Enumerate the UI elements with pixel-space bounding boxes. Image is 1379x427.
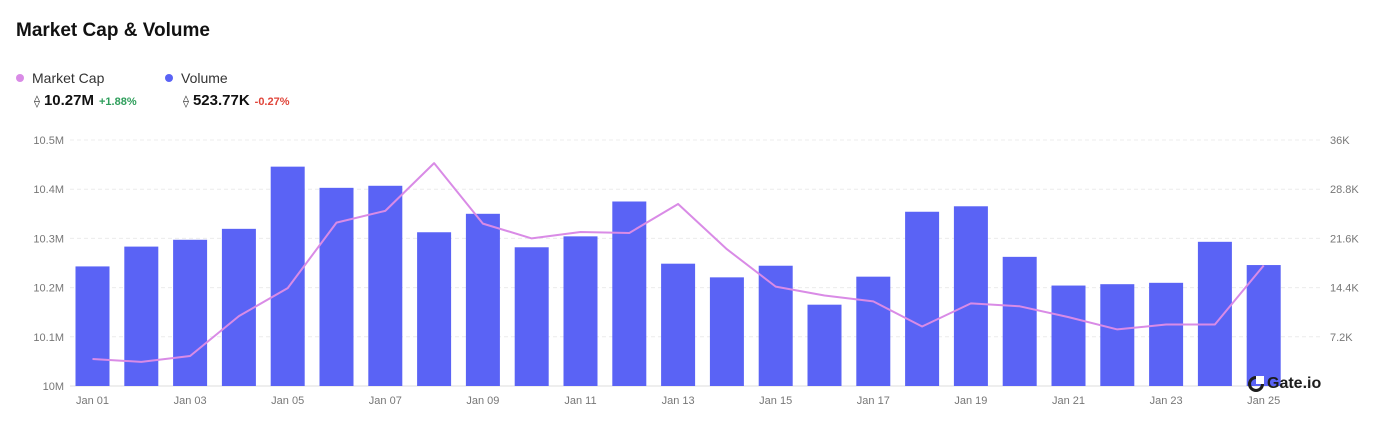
volume-dot-icon: [165, 74, 173, 82]
volume-label: Volume: [181, 70, 228, 86]
volume-bar: [612, 201, 647, 386]
y-left-tick-label: 10M: [43, 381, 64, 393]
x-tick-label: Jan 13: [662, 395, 695, 407]
gate-logo-icon: [1248, 376, 1264, 392]
y-right-tick-label: 7.2K: [1330, 332, 1353, 344]
volume-bar: [905, 211, 940, 386]
x-tick-label: Jan 09: [466, 395, 499, 407]
y-left-tick-label: 10.5M: [33, 135, 64, 147]
market-cap-label: Market Cap: [32, 70, 105, 86]
brand-watermark: Gate.io: [1248, 375, 1321, 393]
volume-value: 523.77K: [192, 92, 250, 109]
volume-bar: [1002, 256, 1037, 386]
y-right-tick-label: 36K: [1330, 135, 1350, 147]
volume-bar: [417, 232, 452, 386]
volume-bar: [709, 277, 744, 386]
market-cap-dot-icon: [16, 74, 24, 82]
volume-bar: [807, 304, 842, 386]
x-tick-label: Jan 19: [954, 395, 987, 407]
x-tick-label: Jan 05: [271, 395, 304, 407]
x-tick-label: Jan 03: [174, 395, 207, 407]
y-left-tick-label: 10.2M: [33, 283, 64, 295]
legend-market-cap[interactable]: Market Cap ⟠ 10.27M +1.88%: [16, 70, 137, 109]
y-left-tick-label: 10.4M: [33, 184, 64, 196]
x-tick-label: Jan 21: [1052, 395, 1085, 407]
volume-bar: [1149, 282, 1184, 386]
ethereum-icon: ⟠: [183, 94, 189, 108]
y-right-tick-label: 28.8K: [1330, 184, 1359, 196]
volume-bar: [661, 263, 696, 386]
volume-bar: [1100, 284, 1135, 386]
volume-bar: [514, 247, 549, 386]
y-right-tick-label: 21.6K: [1330, 233, 1359, 245]
volume-bar: [1051, 285, 1086, 386]
volume-bar: [221, 228, 256, 386]
x-tick-label: Jan 17: [857, 395, 890, 407]
x-tick-label: Jan 01: [76, 395, 109, 407]
volume-bar: [173, 239, 208, 386]
y-left-tick-label: 10.1M: [33, 332, 64, 344]
x-tick-label: Jan 11: [564, 395, 596, 407]
volume-bar: [953, 206, 988, 386]
market-cap-change: +1.88%: [98, 96, 137, 108]
y-right-tick-label: 14.4K: [1330, 283, 1359, 295]
volume-bar: [563, 236, 598, 386]
market-cap-line: [92, 162, 1265, 363]
ethereum-icon: ⟠: [34, 94, 40, 108]
y-left-tick-label: 10.3M: [33, 233, 64, 245]
volume-change: -0.27%: [254, 96, 290, 108]
volume-bar: [856, 276, 891, 386]
market-cap-value: 10.27M: [43, 92, 94, 109]
volume-bar: [1246, 265, 1281, 386]
volume-bar: [1197, 241, 1232, 386]
x-tick-label: Jan 23: [1150, 395, 1183, 407]
legend-volume[interactable]: Volume ⟠ 523.77K -0.27%: [165, 70, 290, 109]
volume-bar: [368, 185, 403, 386]
volume-bar: [465, 213, 500, 386]
volume-bar: [319, 187, 354, 386]
x-tick-label: Jan 15: [759, 395, 792, 407]
brand-name: Gate.io: [1267, 375, 1322, 392]
volume-bar: [758, 265, 793, 386]
volume-bar: [75, 266, 110, 386]
x-tick-label: Jan 07: [369, 395, 402, 407]
volume-bar: [124, 246, 159, 386]
chart-title: Market Cap & Volume: [16, 20, 210, 41]
x-tick-label: Jan 25: [1247, 395, 1280, 407]
volume-bar: [270, 166, 305, 386]
